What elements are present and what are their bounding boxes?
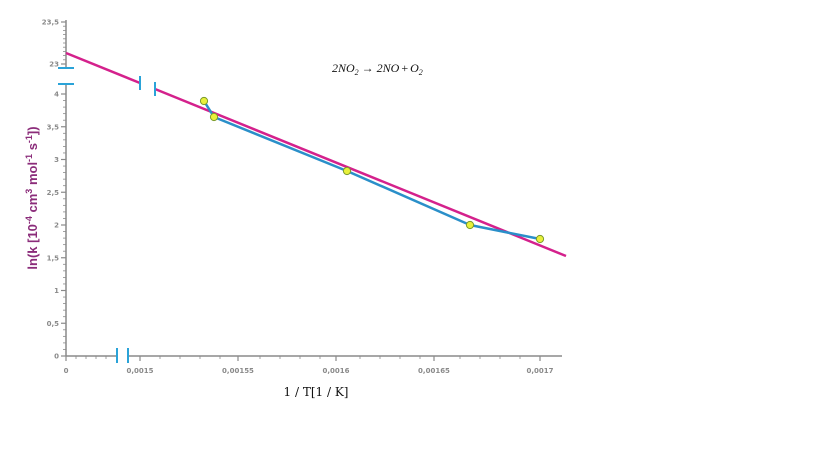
y-tick-label: 3,5 <box>47 123 60 131</box>
data-line-series <box>202 100 541 241</box>
data-point <box>535 234 545 244</box>
x-axis: 0 0,0015 0,00155 0,0016 0,00165 0,0017 <box>64 355 562 375</box>
data-point <box>209 112 219 122</box>
y-tick-label: 0,5 <box>47 320 60 328</box>
x-tick-label: 0 <box>64 367 69 375</box>
fit-line-segment <box>154 87 567 258</box>
y-tick-label: 0 <box>54 353 59 361</box>
y-tick-label: 4 <box>54 91 59 99</box>
y-tick-label: 3 <box>54 156 59 164</box>
data-point <box>342 166 352 176</box>
x-tick-label: 0,0017 <box>526 367 553 375</box>
y-tick-label-upper: 23 <box>49 61 59 69</box>
y-tick-label: 1 <box>54 287 59 295</box>
reaction-equation: 2NO2 → 2NO + O2 <box>332 61 423 77</box>
y-tick-label: 1,5 <box>47 254 60 262</box>
axis-breaks <box>58 67 129 363</box>
x-tick-label: 0,00165 <box>418 367 450 375</box>
x-tick-label: 0,0015 <box>126 367 153 375</box>
data-point <box>199 96 209 106</box>
x-tick-label: 0,00155 <box>222 367 254 375</box>
y-tick-label: 2 <box>54 222 59 230</box>
x-axis-title: 1 / T[1 / K] <box>284 385 349 399</box>
data-markers <box>199 96 545 244</box>
y-tick-label: 2,5 <box>47 189 60 197</box>
y-axis-title: ln(k [10-4 cm3 mol-1 s-1]) <box>24 126 40 269</box>
data-point <box>465 220 475 230</box>
y-axis: 0 0,5 1 1,5 2 2,5 3 3,5 4 23 23,5 <box>42 19 67 361</box>
data-line <box>202 100 541 241</box>
fit-line-series <box>65 51 567 258</box>
y-tick-label-upper: 23,5 <box>42 19 59 27</box>
x-tick-label: 0,0016 <box>322 367 349 375</box>
fit-line-segment <box>65 51 141 85</box>
